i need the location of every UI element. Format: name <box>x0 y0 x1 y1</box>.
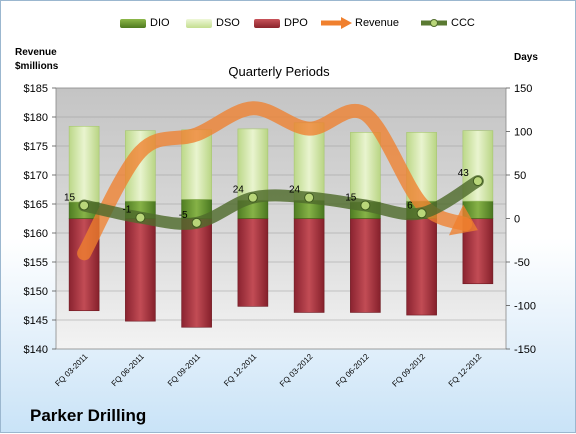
legend-item-dio: DIO <box>120 12 170 34</box>
chart-subtitle: Quarterly Periods <box>228 64 330 79</box>
legend-item-revenue: Revenue <box>319 12 399 34</box>
left-axis-title-line1: Revenue <box>15 47 57 58</box>
legend-swatch-dpo <box>254 18 280 28</box>
ccc-data-label: 43 <box>458 168 470 179</box>
left-tick-label: $165 <box>24 199 48 211</box>
bar-dpo <box>237 218 269 307</box>
category-label: FQ 12-2012 <box>447 352 484 389</box>
legend-label-dso: DSO <box>216 17 240 29</box>
ccc-data-label: 15 <box>64 192 76 203</box>
ccc-point <box>360 200 371 211</box>
left-tick-label: $170 <box>24 170 48 182</box>
category-label: FQ 03-2011 <box>53 352 90 389</box>
category-label: FQ 09-2012 <box>390 352 427 389</box>
left-tick-label: $180 <box>24 112 48 124</box>
category-label: FQ 09-2011 <box>166 352 203 389</box>
left-tick-label: $175 <box>24 141 48 153</box>
ccc-data-label: 15 <box>345 192 357 203</box>
bar-dso <box>293 122 325 201</box>
category-label: FQ 06-2011 <box>110 352 147 389</box>
legend-arrow-revenue <box>321 17 352 29</box>
right-tick-label: -150 <box>514 344 536 356</box>
legend-item-ccc: CCC <box>419 12 475 34</box>
legend-swatch-dso <box>186 18 212 28</box>
revenue-arrowhead <box>448 204 478 236</box>
ccc-point <box>191 217 202 228</box>
ccc-point <box>416 208 427 219</box>
right-tick-label: 50 <box>514 170 526 182</box>
bar-dso <box>68 125 100 203</box>
legend-item-dso: DSO <box>186 12 240 34</box>
chart-legend: DIO DSO DPO Revenue CCC <box>1 12 576 34</box>
legend-label-ccc: CCC <box>451 17 475 29</box>
bar-dso <box>350 132 381 203</box>
ccc-data-label: -5 <box>179 210 188 221</box>
ccc-data-label: -1 <box>122 205 131 216</box>
ccc-data-label: 24 <box>289 185 301 196</box>
legend-line-ccc <box>421 19 447 27</box>
left-tick-label: $185 <box>24 83 48 95</box>
bar-dpo <box>406 218 437 316</box>
category-label: FQ 06-2012 <box>334 352 371 389</box>
bar-dpo <box>181 218 212 328</box>
left-axis-title-line2: $millions <box>15 61 59 72</box>
right-tick-label: -100 <box>514 301 536 313</box>
ccc-point <box>247 192 258 203</box>
ccc-point <box>472 176 483 187</box>
category-label: FQ 03-2012 <box>278 352 315 389</box>
ccc-point <box>79 200 90 211</box>
right-tick-label: 150 <box>514 83 532 95</box>
bar-dpo <box>350 218 381 313</box>
bar-dso <box>237 128 269 201</box>
right-tick-label: 0 <box>514 214 520 226</box>
left-tick-label: $150 <box>24 286 48 298</box>
left-tick-label: $145 <box>24 315 48 327</box>
right-tick-label: -50 <box>514 257 530 269</box>
legend-swatch-dio <box>120 18 146 28</box>
legend-label-revenue: Revenue <box>355 17 400 29</box>
ccc-data-label: 6 <box>407 200 413 211</box>
left-tick-label: $140 <box>24 344 48 356</box>
bar-dpo <box>125 218 156 322</box>
right-axis-title: Days <box>514 52 538 63</box>
left-tick-label: $155 <box>24 257 48 269</box>
legend-item-dpo: DPO <box>254 12 308 34</box>
revenue-line <box>77 101 473 261</box>
ccc-point <box>304 192 315 203</box>
left-tick-label: $160 <box>24 228 48 240</box>
bar-dpo <box>293 218 325 313</box>
right-tick-label: 100 <box>514 127 532 139</box>
left-axis-title: Revenue $millions <box>15 46 58 74</box>
legend-label-dio: DIO <box>150 17 170 29</box>
legend-label-dpo: DPO <box>284 17 308 29</box>
ccc-data-label: 24 <box>233 185 245 196</box>
ccc-point <box>135 212 146 223</box>
company-name: Parker Drilling <box>30 406 147 425</box>
category-label: FQ 12-2011 <box>222 352 259 389</box>
